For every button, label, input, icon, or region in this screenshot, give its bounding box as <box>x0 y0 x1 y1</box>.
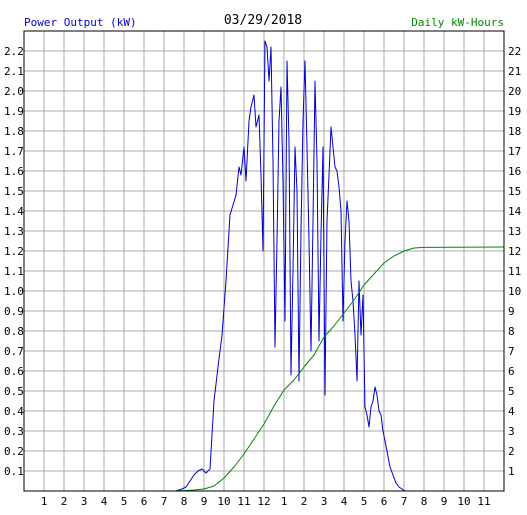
y-left-tick-label: 2.0 <box>4 85 24 98</box>
y-right-tick-label: 15 <box>508 185 521 198</box>
y-left-tick-label: 0.2 <box>4 445 24 458</box>
x-tick-label: 3 <box>81 495 88 508</box>
plot-frame <box>23 30 505 492</box>
x-tick-label: 12 <box>257 495 270 508</box>
y-left-tick-label: 0.3 <box>4 425 24 438</box>
y-right-tick-label: 1 <box>508 465 515 478</box>
x-tick-label: 3 <box>321 495 328 508</box>
x-tick-label: 5 <box>361 495 368 508</box>
y-right-tick-label: 12 <box>508 245 521 258</box>
power-output-series-line <box>154 40 504 492</box>
tick-layer: 1 2 3 4 5 6 7 8 9 10 11 12 1 2 3 4 5 6 7 8 9 10 110.10.20.30.4… <box>4 45 522 508</box>
y-right-tick-label: 7 <box>508 345 515 358</box>
y-right-tick-label: 17 <box>508 145 521 158</box>
y-left-tick-label: 0.6 <box>4 365 24 378</box>
x-tick-label: 7 <box>401 495 408 508</box>
y-right-tick-label: 21 <box>508 65 521 78</box>
y-left-tick-label: 0.5 <box>4 385 24 398</box>
y-left-tick-label: 1.0 <box>4 285 24 298</box>
x-tick-label: 2 <box>301 495 308 508</box>
y-right-tick-label: 2 <box>508 445 515 458</box>
x-tick-label: 6 <box>141 495 148 508</box>
y-right-tick-label: 11 <box>508 265 521 278</box>
y-right-tick-label: 13 <box>508 225 521 238</box>
x-tick-label: 5 <box>121 495 128 508</box>
y-left-tick-label: 2.2 <box>4 45 24 58</box>
y-left-tick-label: 1.6 <box>4 165 24 178</box>
x-tick-label: 8 <box>421 495 428 508</box>
y-left-tick-label: 1.1 <box>4 265 24 278</box>
x-tick-label: 1 <box>41 495 48 508</box>
y-right-tick-label: 16 <box>508 165 521 178</box>
y-right-tick-label: 3 <box>508 425 515 438</box>
y-left-tick-label: 0.9 <box>4 305 24 318</box>
x-tick-label: 10 <box>217 495 230 508</box>
y-left-tick-label: 1.7 <box>4 145 24 158</box>
y-left-tick-label: 1.3 <box>4 225 24 238</box>
y-right-tick-label: 6 <box>508 365 515 378</box>
y-right-tick-label: 22 <box>508 45 521 58</box>
y-left-tick-label: 2.1 <box>4 65 24 78</box>
y-right-tick-label: 9 <box>508 305 515 318</box>
y-left-tick-label: 1.5 <box>4 185 24 198</box>
y-left-tick-label: 1.8 <box>4 125 24 138</box>
left-axis-title: Power Output (kW) <box>24 16 137 29</box>
y-right-tick-label: 10 <box>508 285 521 298</box>
right-axis-title: Daily kW-Hours <box>411 16 504 29</box>
y-right-tick-label: 4 <box>508 405 515 418</box>
chart-title: 03/29/2018 <box>224 13 302 28</box>
y-right-tick-label: 19 <box>508 105 521 118</box>
y-left-tick-label: 0.7 <box>4 345 24 358</box>
x-tick-label: 11 <box>477 495 490 508</box>
y-right-tick-label: 5 <box>508 385 515 398</box>
y-right-tick-label: 18 <box>508 125 521 138</box>
y-right-tick-label: 14 <box>508 205 522 218</box>
y-left-tick-label: 0.1 <box>4 465 24 478</box>
grid-layer <box>24 31 504 491</box>
x-tick-label: 11 <box>237 495 250 508</box>
x-tick-label: 4 <box>101 495 108 508</box>
y-right-tick-label: 8 <box>508 325 515 338</box>
y-right-tick-label: 20 <box>508 85 521 98</box>
y-left-tick-label: 0.4 <box>4 405 24 418</box>
x-tick-label: 4 <box>341 495 348 508</box>
y-left-tick-label: 1.4 <box>4 205 24 218</box>
x-tick-label: 7 <box>161 495 168 508</box>
x-tick-label: 6 <box>381 495 388 508</box>
x-tick-label: 10 <box>457 495 470 508</box>
y-left-tick-label: 1.2 <box>4 245 24 258</box>
x-tick-label: 1 <box>281 495 288 508</box>
x-tick-label: 8 <box>181 495 188 508</box>
daily-kwh-series-line <box>154 246 505 492</box>
x-tick-label: 9 <box>441 495 448 508</box>
series-layer <box>154 40 505 492</box>
y-left-tick-label: 1.9 <box>4 105 24 118</box>
x-tick-label: 2 <box>61 495 68 508</box>
x-tick-label: 9 <box>201 495 208 508</box>
y-left-tick-label: 0.8 <box>4 325 24 338</box>
